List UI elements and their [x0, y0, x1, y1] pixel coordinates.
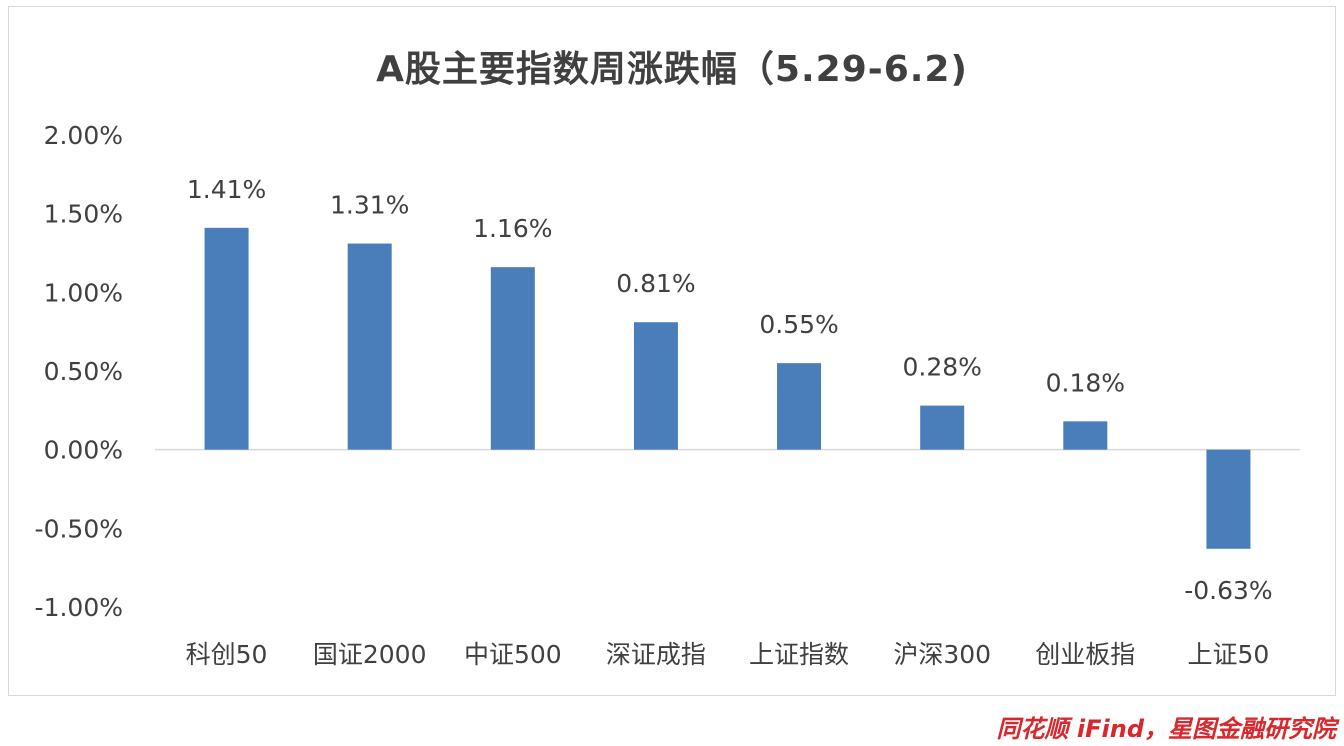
- bar: [1063, 421, 1108, 450]
- data-label: 0.81%: [616, 269, 695, 298]
- data-label: 0.28%: [902, 353, 981, 382]
- data-label: 1.41%: [187, 175, 266, 204]
- bars-group: [204, 227, 1251, 549]
- value-labels-group: 1.41% 1.31% 1.16% 0.81% 0.55% 0.28% 0.18% -0.63…: [187, 175, 1273, 605]
- source-watermark: 同花顺 iFind，星图金融研究院: [996, 715, 1336, 743]
- bar: [490, 267, 535, 450]
- x-tick-label: 沪深300: [893, 640, 991, 669]
- data-label: 0.55%: [759, 310, 838, 339]
- y-tick-label: 1.00%: [44, 278, 123, 307]
- bar: [204, 227, 249, 450]
- data-label: 1.31%: [330, 191, 409, 220]
- y-tick-label: 0.00%: [44, 436, 123, 465]
- y-tick-label: 0.50%: [44, 357, 123, 386]
- x-tick-label: 中证500: [464, 640, 562, 669]
- bar: [633, 322, 678, 450]
- data-label: -0.63%: [1184, 576, 1272, 605]
- y-tick-label: -0.50%: [35, 514, 123, 543]
- y-tick-label: 1.50%: [44, 200, 123, 229]
- bar: [347, 243, 392, 450]
- x-tick-label: 科创50: [186, 640, 268, 669]
- bar: [777, 363, 822, 450]
- x-axis-labels: 科创50 国证2000 中证500 深证成指 上证指数 沪深300 创业板指 上证50: [186, 640, 1270, 669]
- data-label: 1.16%: [473, 214, 552, 243]
- x-tick-label: 上证指数: [749, 640, 849, 669]
- x-tick-label: 创业板指: [1035, 640, 1135, 669]
- x-tick-label: 国证2000: [313, 640, 427, 669]
- y-tick-label: 2.00%: [44, 121, 123, 150]
- bar: [1206, 449, 1251, 549]
- x-tick-label: 上证50: [1188, 640, 1270, 669]
- y-tick-label: -1.00%: [35, 593, 123, 622]
- chart-title: A股主要指数周涨跌幅（5.29-6.2): [376, 49, 968, 90]
- y-axis-ticks: 2.00% 1.50% 1.00% 0.50% 0.00% -0.50% -1.00%: [35, 121, 123, 622]
- data-label: 0.18%: [1046, 368, 1125, 397]
- x-tick-label: 深证成指: [606, 640, 706, 669]
- bar: [920, 405, 965, 450]
